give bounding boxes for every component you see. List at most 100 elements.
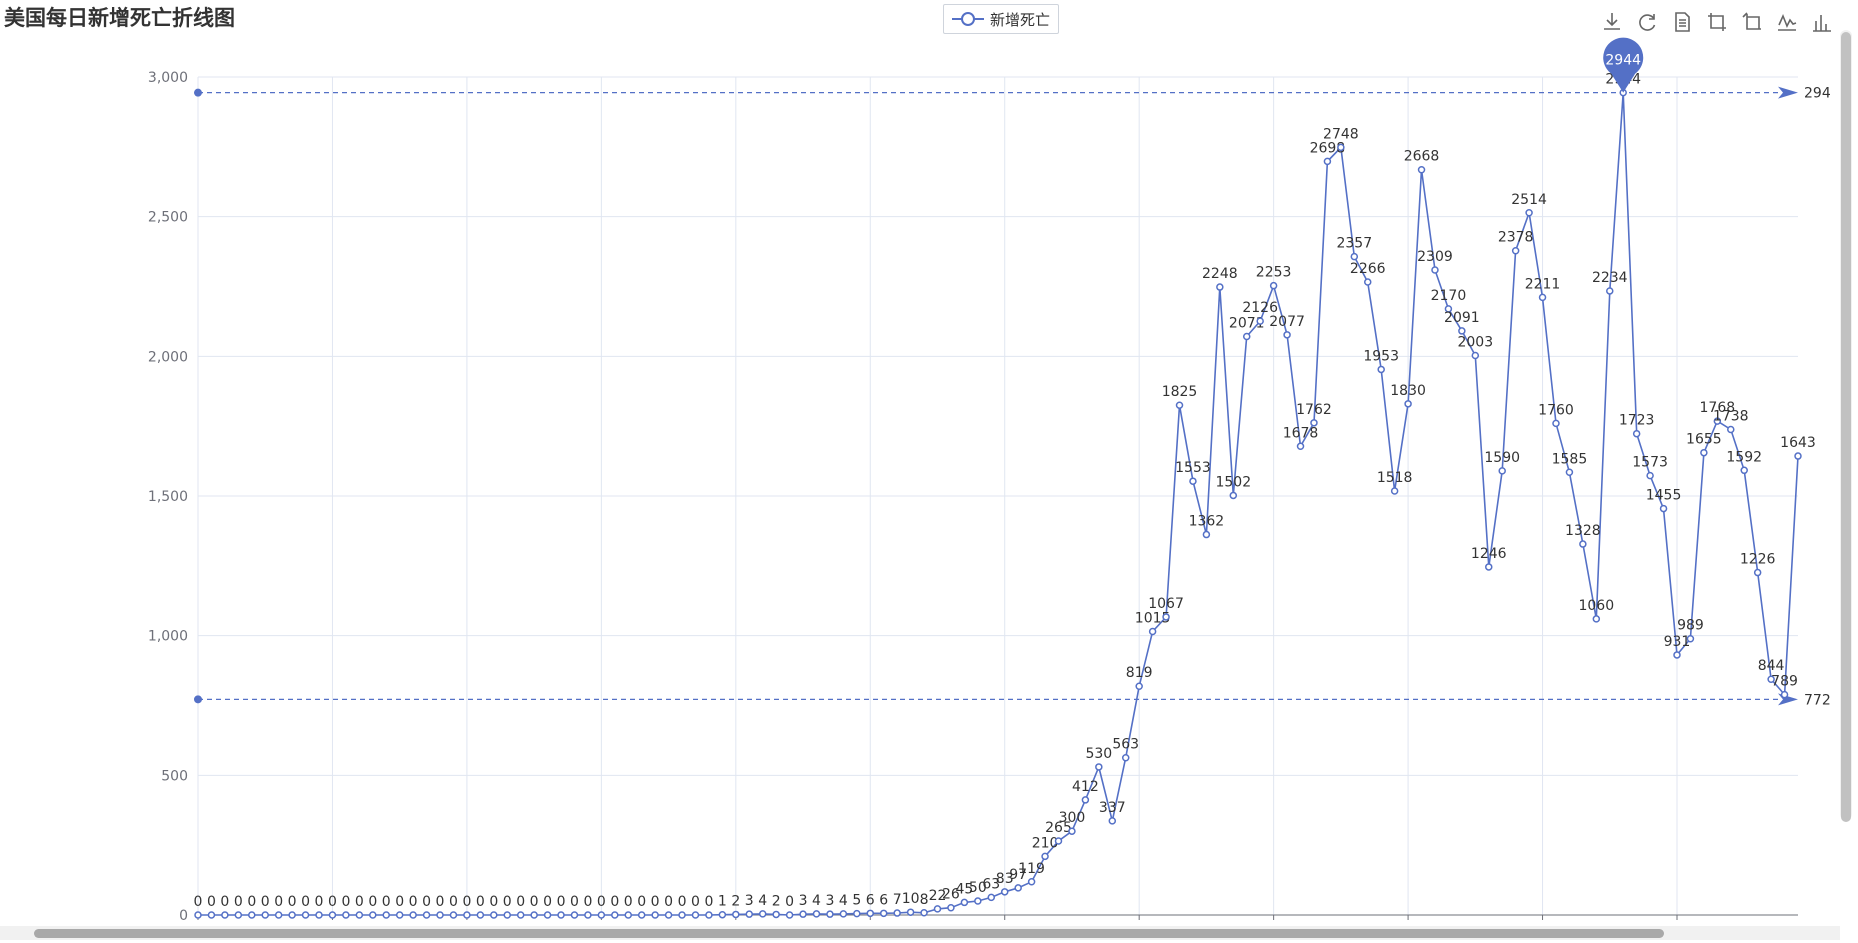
data-point[interactable] [1659,504,1668,513]
data-point[interactable] [1377,365,1385,374]
data-point[interactable] [395,911,404,919]
data-point[interactable] [1780,690,1789,699]
data-point[interactable] [221,911,229,919]
data-point[interactable] [328,911,337,919]
data-point[interactable] [1189,477,1197,485]
data-point[interactable] [1485,563,1493,571]
data-point[interactable] [503,911,511,919]
data-point[interactable] [879,909,888,918]
data-point[interactable] [974,897,982,905]
data-point[interactable] [1727,425,1735,434]
data-point[interactable] [1256,317,1264,325]
data-point[interactable] [315,911,323,919]
data-point[interactable] [207,911,216,919]
data-point[interactable] [409,911,417,919]
data-point[interactable] [1565,468,1574,477]
data-point[interactable] [1794,452,1802,460]
data-point[interactable] [987,893,996,902]
data-point[interactable] [463,911,471,919]
data-point[interactable] [530,911,538,919]
data-point[interactable] [853,909,861,918]
data-point[interactable] [758,910,767,918]
data-point[interactable] [1471,351,1480,360]
data-point[interactable] [718,910,727,919]
data-point[interactable] [1498,467,1506,475]
data-point[interactable] [826,910,834,918]
data-point[interactable] [1216,283,1224,291]
data-point[interactable] [1606,287,1614,295]
data-point[interactable] [1229,491,1238,500]
data-point[interactable] [678,911,686,919]
data-point[interactable] [369,911,377,919]
data-point[interactable] [342,911,350,919]
data-point[interactable] [1431,266,1439,274]
data-point[interactable] [1686,634,1695,643]
data-point[interactable] [893,909,901,917]
data-point[interactable] [1700,448,1708,457]
data-point[interactable] [920,909,928,917]
download-icon[interactable] [1600,10,1624,34]
data-point[interactable] [194,911,202,919]
data-point[interactable] [1337,143,1345,152]
data-point[interactable] [1767,675,1775,683]
data-point[interactable] [597,911,606,919]
data-point[interactable] [234,911,243,919]
data-point[interactable] [624,911,633,919]
data-point[interactable] [664,911,673,919]
zoom-reset-icon[interactable] [1740,10,1764,34]
vertical-scrollbar[interactable] [1840,30,1852,822]
data-point[interactable] [799,910,807,918]
data-point[interactable] [1363,278,1372,286]
data-point[interactable] [745,910,754,918]
data-point[interactable] [1646,471,1654,480]
data-point[interactable] [1525,209,1533,217]
data-point[interactable] [1632,429,1641,438]
data-point[interactable] [1121,753,1130,762]
data-point[interactable] [261,911,269,919]
data-point[interactable] [1323,157,1332,166]
data-point[interactable] [1444,305,1453,313]
data-point[interactable] [933,905,942,913]
data-point[interactable] [1014,884,1022,892]
data-point[interactable] [382,911,390,919]
data-point[interactable] [1673,651,1681,659]
data-point[interactable] [1283,331,1291,339]
data-point[interactable] [1027,878,1036,886]
data-point[interactable] [772,910,780,919]
data-point[interactable] [1269,281,1278,290]
data-point[interactable] [947,903,955,912]
data-point[interactable] [1404,400,1412,408]
data-point[interactable] [1108,817,1117,825]
data-point[interactable] [960,898,969,907]
data-point[interactable] [812,910,821,918]
horizontal-scrollbar[interactable] [0,926,1840,940]
data-point[interactable] [1740,466,1748,475]
data-point[interactable] [274,911,283,919]
data-point[interactable] [1000,888,1009,896]
data-point[interactable] [436,911,444,919]
data-point[interactable] [1081,796,1090,804]
data-point[interactable] [637,911,646,919]
data-point[interactable] [543,911,552,919]
data-point[interactable] [1753,568,1762,577]
data-point[interactable] [611,911,619,919]
data-point[interactable] [691,911,700,919]
data-point[interactable] [1579,540,1587,548]
bar-icon[interactable] [1810,10,1834,34]
data-point[interactable] [705,911,713,919]
data-point[interactable] [288,911,296,919]
refresh-icon[interactable] [1635,10,1659,34]
data-point[interactable] [1162,613,1170,621]
vertical-scrollbar-thumb[interactable] [1841,32,1851,822]
data-point[interactable] [570,911,579,919]
data-point[interactable] [1310,419,1318,427]
data-point[interactable] [301,911,310,919]
data-point[interactable] [866,909,875,918]
data-point[interactable] [1296,442,1305,451]
data-point[interactable] [1068,827,1076,835]
data-point[interactable] [1175,401,1184,409]
data-point[interactable] [1095,763,1103,771]
data-point[interactable] [1458,327,1466,335]
data-point[interactable] [1242,332,1251,341]
data-point[interactable] [1202,530,1211,539]
